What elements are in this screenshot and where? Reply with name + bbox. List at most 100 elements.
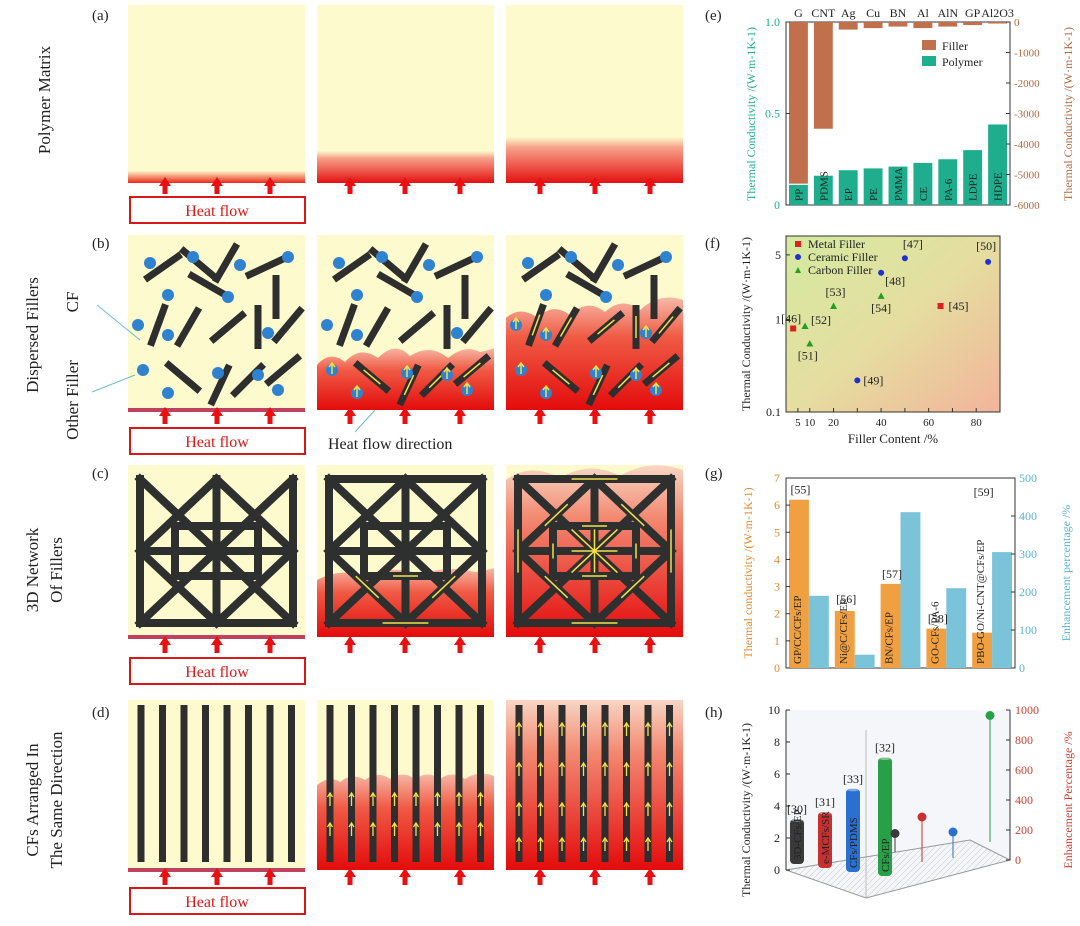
ref-label: [32] xyxy=(875,741,895,755)
other-filler-pointer xyxy=(91,374,136,393)
filler-particle xyxy=(162,289,174,301)
heat-path-arrow xyxy=(658,316,674,334)
heat-path-arrow xyxy=(455,791,463,806)
carbon-fiber xyxy=(520,251,562,283)
heat-flow-box-b xyxy=(129,427,306,455)
heat-arrow xyxy=(534,407,546,424)
filler-bar xyxy=(988,22,1007,24)
heat-path-arrow xyxy=(652,381,660,394)
y-axis-right-title: Enhancement Percentage /% xyxy=(1061,731,1075,868)
heat-arrow xyxy=(159,636,171,653)
heat-arrow xyxy=(454,868,466,885)
ytick-right-label: 200 xyxy=(1015,823,1033,837)
heat-path-arrow xyxy=(403,364,411,377)
filler-particle xyxy=(137,364,149,376)
filler-particle xyxy=(471,251,483,263)
heat-path-arrow xyxy=(666,801,673,816)
heat-arrow xyxy=(534,868,546,885)
heat-path-arrow xyxy=(644,836,652,851)
heat-arrow xyxy=(454,177,466,194)
polymer-label: PMMA xyxy=(893,167,905,201)
carbon-fiber xyxy=(178,246,218,280)
heat-path-arrow xyxy=(666,836,673,851)
heat-path-arrow xyxy=(537,721,544,736)
heat-path-arrow xyxy=(515,801,523,816)
heat-flow-label-d: Heat flow xyxy=(185,894,249,911)
filler-particle xyxy=(262,327,274,339)
ytick-right-label: -5000 xyxy=(1014,170,1040,182)
point-ref-label: [51] xyxy=(798,349,818,363)
sample-label: GO-CFs/PA-6 xyxy=(929,601,941,664)
chart-g: GP/CC/CFs/EP [55] Ni@C/CFs/EP[56] BN/CFs/EP… xyxy=(741,471,1073,675)
carbon-fiber xyxy=(263,353,303,387)
polymer-box-a1 xyxy=(128,5,305,183)
heat-arrow xyxy=(589,407,601,424)
y-axis-title: Thermal Conductivity /(W·m-1K-1) xyxy=(739,237,753,411)
ref-label: [57] xyxy=(882,567,902,581)
legend-label: Ceramic Filler xyxy=(808,250,878,264)
heat-path-arrow xyxy=(644,761,652,776)
heat-path-arrow xyxy=(642,324,650,337)
heat-path-arrow xyxy=(369,821,377,836)
filler-particle xyxy=(162,387,174,399)
row-title-a: Polymer Matrix xyxy=(35,45,54,154)
ytick-label: 0 xyxy=(774,198,780,212)
filler-name: Al xyxy=(917,6,930,20)
tc-bar xyxy=(880,583,901,668)
ytick-right-label: 300 xyxy=(1019,547,1037,561)
heat-arrow xyxy=(211,636,223,653)
data-point xyxy=(877,292,885,299)
heat-path-arrow xyxy=(597,319,615,335)
heat-arrow xyxy=(399,407,411,424)
polymer-box-a3 xyxy=(506,5,683,183)
heat-path-arrow xyxy=(580,721,587,736)
filler-particle xyxy=(321,319,333,331)
ref-label: [58] xyxy=(928,612,948,626)
cylinder-cap xyxy=(790,816,804,822)
heat-arrows-a xyxy=(159,177,656,194)
sample-label: Ni@C/CFs/EP xyxy=(838,599,850,664)
heat-path-arrow xyxy=(620,575,645,599)
data-point xyxy=(878,269,885,276)
ytick-label: 4 xyxy=(774,552,780,566)
heat-path-arrow xyxy=(558,801,566,816)
y-axis-title: Thermal conductivity /(W·m-1K-1) xyxy=(741,487,755,658)
filler-particle xyxy=(351,289,363,301)
legend-polymer-label: Polymer xyxy=(942,55,983,69)
heat-path-arrow xyxy=(326,791,334,806)
legend-filler-swatch xyxy=(922,40,936,50)
point-ref-label: [45] xyxy=(949,299,969,313)
heat-path-arrow xyxy=(559,317,573,337)
heat-path-arrow xyxy=(477,791,484,806)
filler-bar xyxy=(888,22,908,27)
chart-h-label: (h) xyxy=(705,705,723,721)
sample-label: GP/CC/CFs/EP xyxy=(792,596,804,664)
network-strut xyxy=(323,473,412,557)
ytick-right-label: 800 xyxy=(1015,733,1033,747)
row-title-d1: CFs Arranged In xyxy=(23,743,42,857)
filler-particle xyxy=(272,384,284,396)
filler-particle xyxy=(411,291,423,303)
enhancement-point xyxy=(917,812,927,822)
heat-arrows-b xyxy=(159,407,656,424)
sample-label: 3D-CFs/EP xyxy=(792,809,804,860)
filler-bar xyxy=(938,22,958,27)
carbon-fiber xyxy=(397,310,437,344)
enhancement-point xyxy=(948,827,958,837)
filler-particle xyxy=(451,327,463,339)
carbon-fiber xyxy=(187,270,229,300)
heat-arrow xyxy=(344,868,356,885)
heat-path-arrow xyxy=(412,791,420,806)
heat-flow-label-b: Heat flow xyxy=(185,434,249,451)
enhancement-bar xyxy=(992,552,1012,668)
ytick-right-label: 400 xyxy=(1019,509,1037,523)
sample-label: e-MCFs/SR xyxy=(820,811,832,864)
heat-arrow xyxy=(534,177,546,194)
point-ref-label: [53] xyxy=(826,285,846,299)
aligned-box-d3 xyxy=(506,700,683,870)
xtick-label: 40 xyxy=(876,417,888,429)
heat-arrow xyxy=(454,636,466,653)
heat-path-arrow xyxy=(328,361,336,374)
heat-path-arrow xyxy=(666,721,673,736)
heat-path-arrow xyxy=(644,801,652,816)
